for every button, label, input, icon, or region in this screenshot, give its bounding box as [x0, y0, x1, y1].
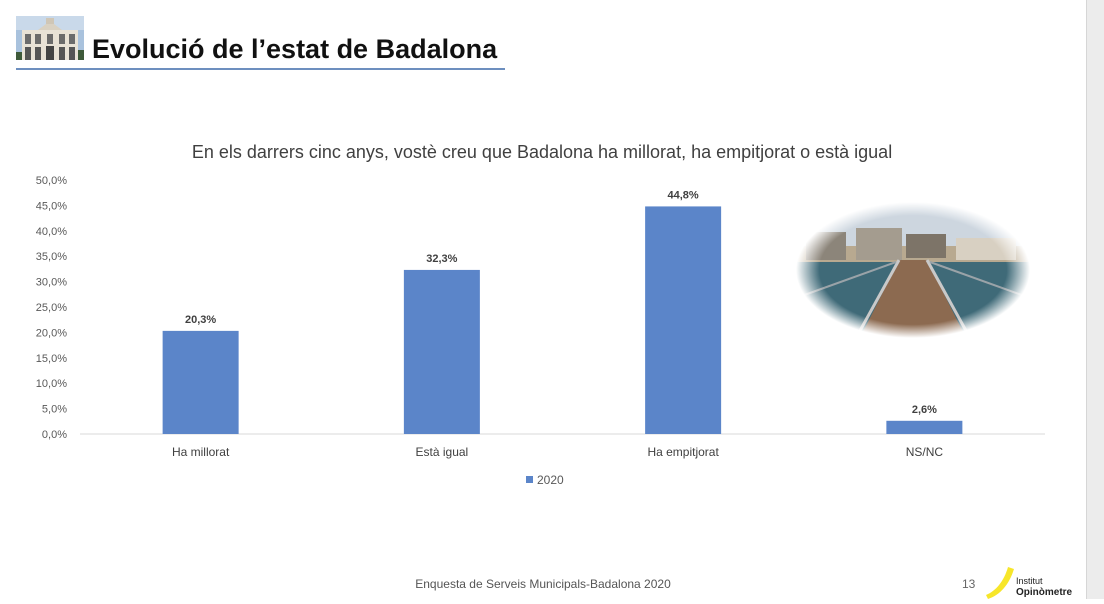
category-label: Està igual: [416, 445, 469, 459]
bar: [645, 206, 722, 434]
y-tick-label: 30,0%: [36, 277, 67, 289]
bar: [403, 269, 480, 434]
y-tick-label: 40,0%: [36, 226, 67, 238]
title-underline: [16, 68, 505, 70]
legend-swatch: [526, 476, 533, 483]
legend: 2020: [526, 473, 564, 487]
y-tick-label: 15,0%: [36, 353, 67, 365]
page-title: Evolució de l’estat de Badalona: [92, 34, 498, 64]
badalona-building-image: [16, 16, 84, 60]
y-tick-label: 5,0%: [42, 404, 67, 416]
y-axis-tick-labels: 0,0% 5,0% 10,0% 15,0% 20,0% 25,0% 30,0% 35,0% 40…: [36, 175, 67, 441]
badalona-pier-photo: [795, 202, 1031, 339]
chart-title: En els darrers cinc anys, vostè creu que…: [191, 142, 893, 162]
y-tick-label: 0,0%: [42, 429, 67, 441]
x-axis-category-labels: Ha millorat Està igual Ha empitjorat NS/NC: [172, 445, 943, 459]
bar-value-label: 32,3%: [426, 253, 457, 265]
bar-value-label: 44,8%: [668, 189, 699, 201]
logo-line-1: Institut: [1016, 576, 1043, 586]
y-tick-label: 50,0%: [36, 175, 67, 187]
y-tick-label: 25,0%: [36, 302, 67, 314]
bar-value-label: 20,3%: [185, 314, 216, 326]
footer-text: Enquesta de Serveis Municipals-Badalona …: [415, 577, 671, 591]
y-tick-label: 35,0%: [36, 251, 67, 263]
bar-value-label: 2,6%: [912, 404, 937, 416]
data-labels: 20,3% 32,3% 44,8% 2,6%: [185, 189, 937, 415]
bars: [162, 206, 963, 434]
bar: [886, 420, 963, 434]
slide-edge-strip: [1086, 0, 1104, 599]
category-label: NS/NC: [906, 445, 944, 459]
logo-swoosh-icon: [986, 567, 1014, 599]
y-tick-label: 45,0%: [36, 200, 67, 212]
y-tick-label: 20,0%: [36, 327, 67, 339]
category-label: Ha empitjorat: [647, 445, 719, 459]
y-tick-label: 10,0%: [36, 378, 67, 390]
legend-label: 2020: [537, 473, 564, 487]
bar: [162, 330, 239, 434]
logo-line-2: Opinòmetre: [1016, 587, 1073, 598]
bar-chart: 0,0% 5,0% 10,0% 15,0% 20,0% 25,0% 30,0% 35,0% 40…: [36, 175, 1045, 487]
page-number: 13: [962, 577, 976, 591]
institut-opinometre-logo: Institut Opinòmetre: [982, 563, 1082, 599]
category-label: Ha millorat: [172, 445, 230, 459]
